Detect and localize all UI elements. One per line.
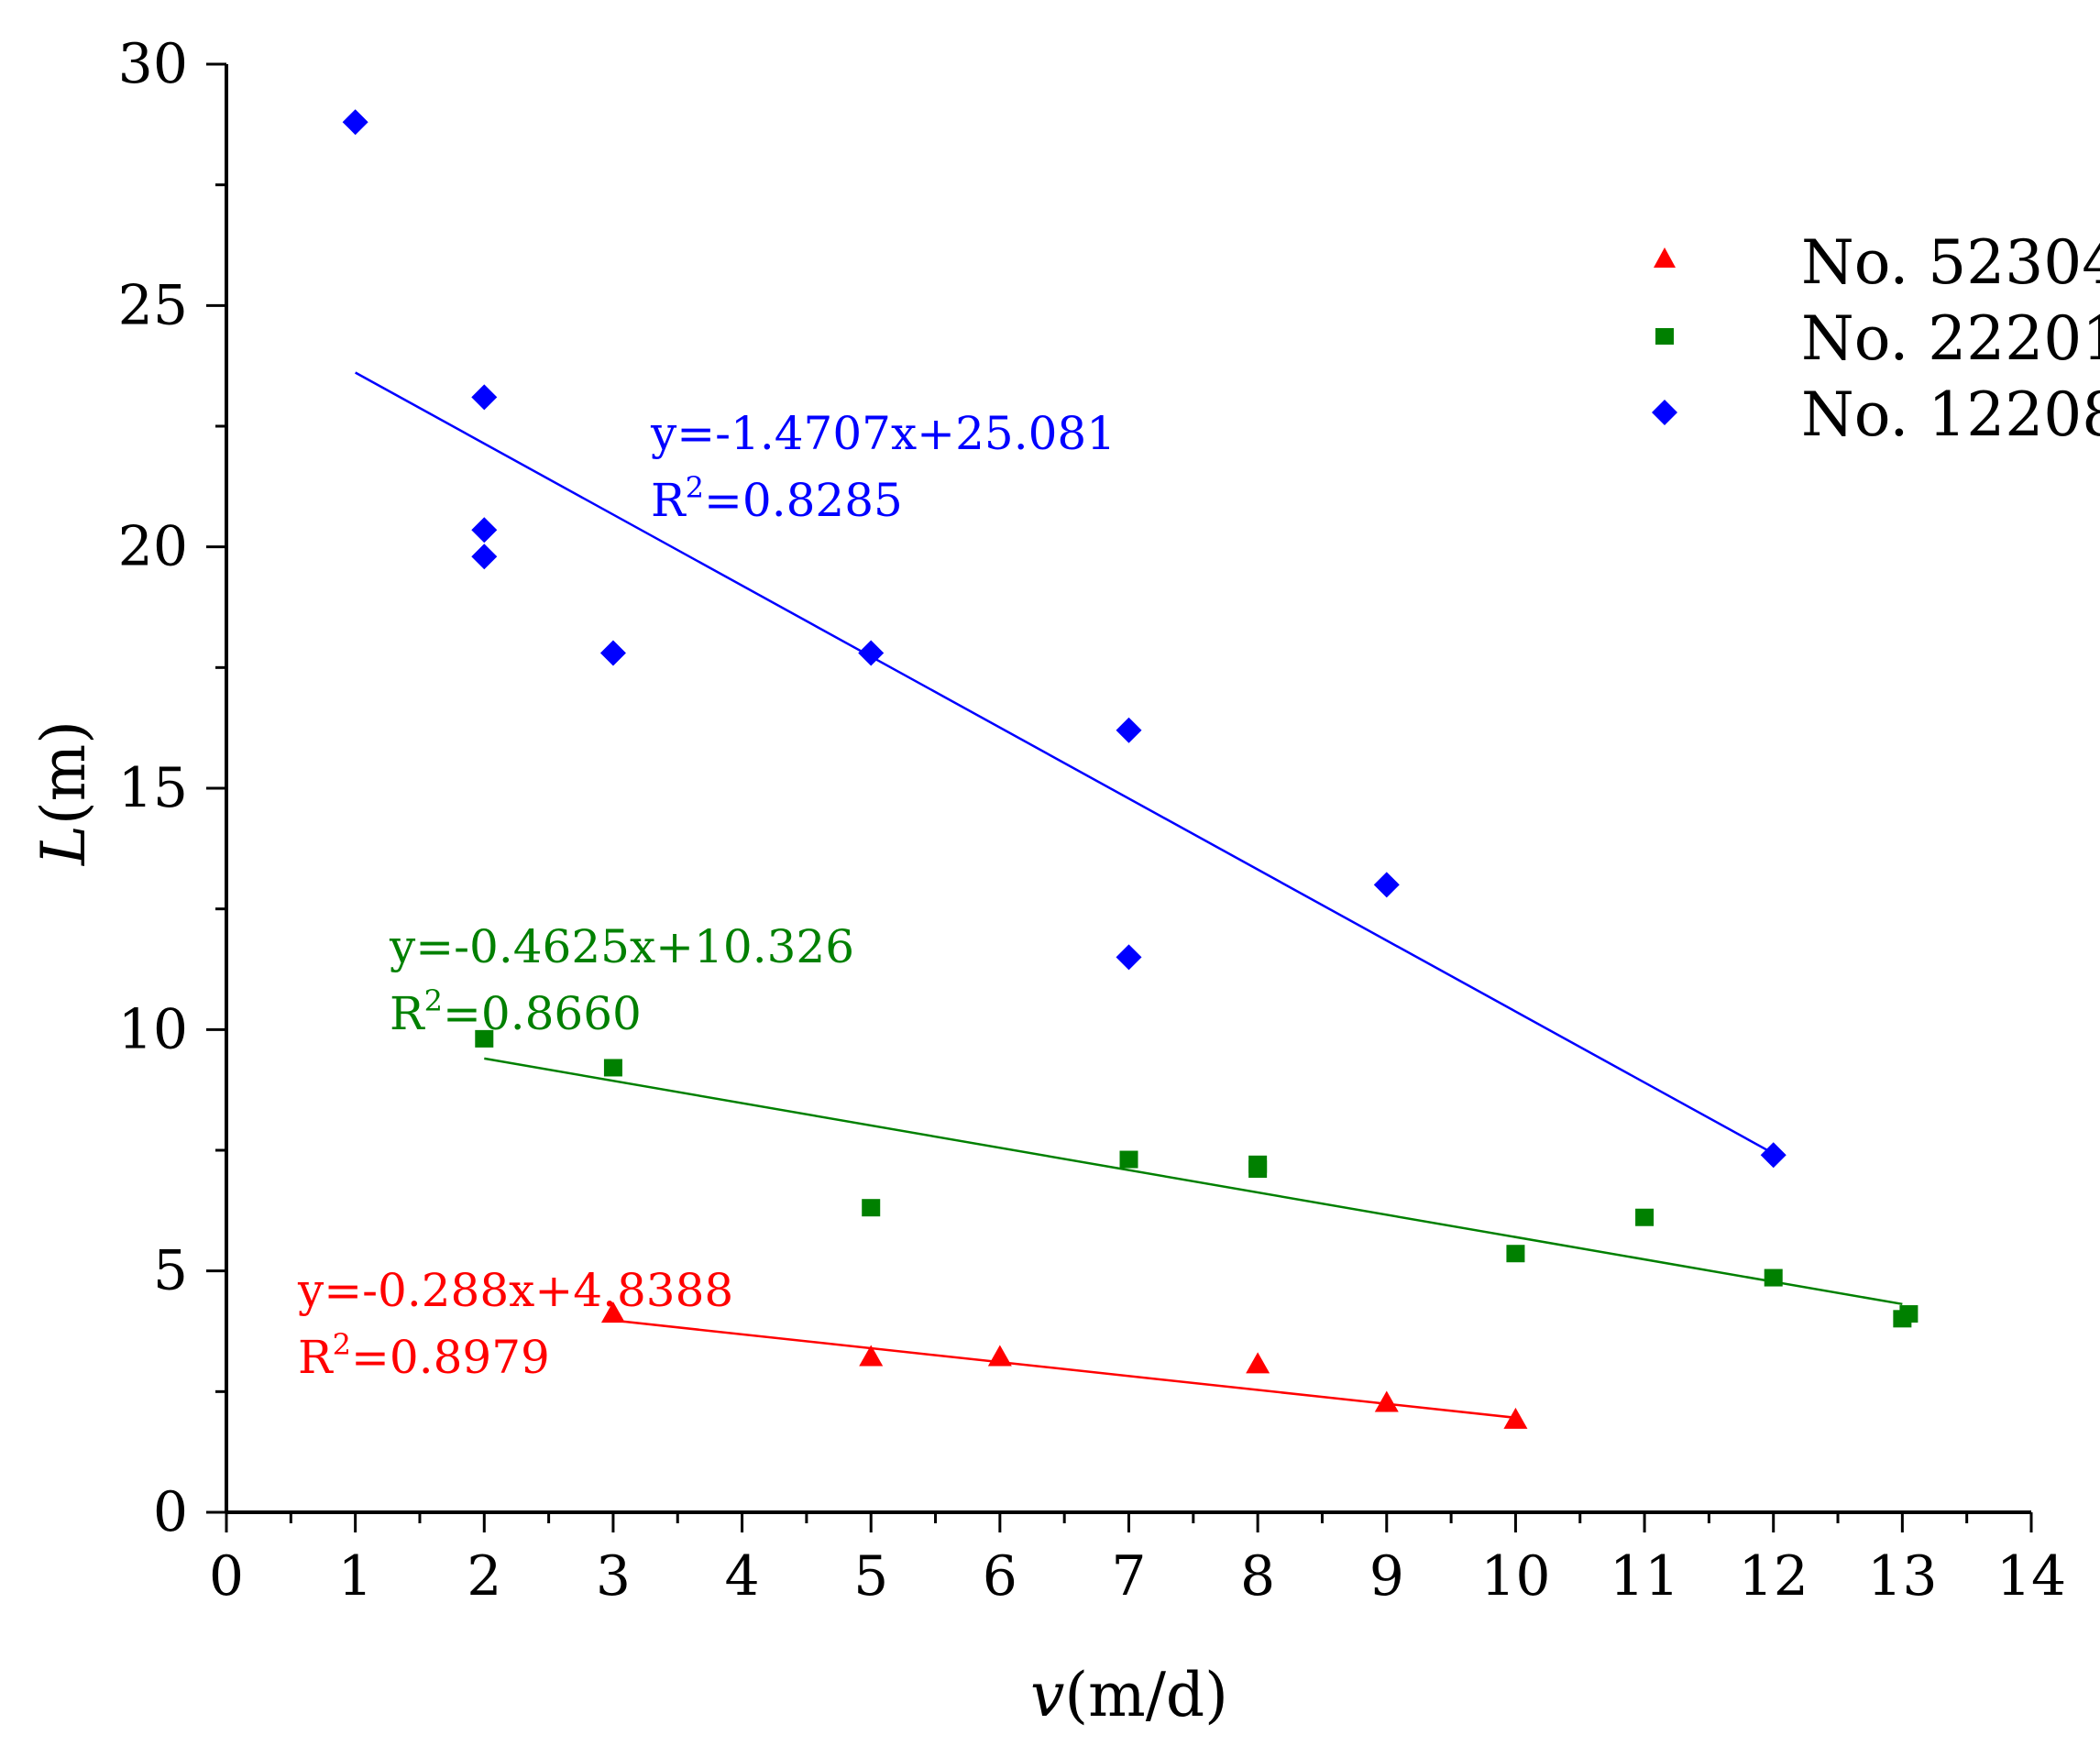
x-tick-label: 4 bbox=[724, 1544, 759, 1609]
fit-line bbox=[484, 1057, 1903, 1306]
x-tick-label: 12 bbox=[1739, 1544, 1809, 1609]
y-axis-var: L bbox=[28, 825, 99, 866]
data-point-triangle bbox=[1503, 1407, 1528, 1429]
data-point-diamond bbox=[1116, 944, 1142, 971]
equation-12208: y=-1.4707x+25.081 bbox=[650, 407, 1116, 460]
y-axis-title: L(m) bbox=[28, 720, 99, 866]
x-tick-label: 14 bbox=[1996, 1544, 2066, 1609]
equation-annotation-52304: y=-0.288x+4.8388 R2=0.8979 bbox=[297, 1264, 733, 1384]
data-point-triangle bbox=[1374, 1390, 1399, 1412]
x-tick-label: 5 bbox=[853, 1544, 888, 1609]
data-point-square bbox=[603, 1059, 622, 1077]
x-axis-title: v(m/d) bbox=[1030, 1660, 1228, 1730]
data-point-square bbox=[475, 1029, 494, 1048]
data-point-triangle bbox=[987, 1345, 1012, 1367]
x-tick-label: 7 bbox=[1111, 1544, 1146, 1609]
data-point-diamond bbox=[1116, 717, 1142, 743]
legend-marker-diamond bbox=[1652, 400, 1677, 425]
data-point-square bbox=[1635, 1208, 1655, 1226]
x-tick-label: 10 bbox=[1480, 1544, 1550, 1609]
legend-marker-square bbox=[1655, 328, 1674, 345]
x-tick-label: 13 bbox=[1867, 1544, 1937, 1609]
y-tick-label: 25 bbox=[118, 273, 188, 337]
data-point-square bbox=[1899, 1305, 1919, 1323]
data-point-diamond bbox=[1373, 872, 1400, 898]
data-point-square bbox=[1119, 1150, 1138, 1169]
r2-superscript: 2 bbox=[686, 470, 704, 505]
equation-52304: y=-0.288x+4.8388 bbox=[297, 1264, 733, 1317]
y-tick-label: 0 bbox=[153, 1480, 188, 1544]
r2-prefix: R bbox=[390, 987, 425, 1040]
data-point-diamond bbox=[1760, 1142, 1787, 1169]
data-point-diamond bbox=[471, 517, 498, 544]
legend-item-52304: No. 52304 bbox=[1654, 227, 2100, 298]
y-tick-label: 5 bbox=[153, 1239, 188, 1303]
x-tick-label: 1 bbox=[338, 1544, 373, 1609]
y-axis-unit: (m) bbox=[28, 720, 99, 825]
data-point-triangle bbox=[859, 1345, 884, 1367]
x-tick-label: 6 bbox=[983, 1544, 1017, 1609]
x-tick-label: 0 bbox=[209, 1544, 244, 1609]
r2-superscript: 2 bbox=[333, 1327, 351, 1362]
legend-label-22201: No. 22201 bbox=[1801, 303, 2100, 374]
equation-22201: y=-0.4625x+10.326 bbox=[389, 920, 854, 973]
data-point-diamond bbox=[471, 544, 498, 570]
equation-annotation-22201: y=-0.4625x+10.326 R2=0.8660 bbox=[389, 920, 854, 1040]
r2-value: =0.8285 bbox=[704, 474, 903, 527]
data-point-diamond bbox=[858, 640, 885, 666]
legend-label-12208: No. 12208 bbox=[1801, 379, 2100, 450]
r2-prefix: R bbox=[651, 474, 687, 527]
y-tick-label: 15 bbox=[118, 756, 188, 820]
r2-12208: R2=0.8285 bbox=[651, 470, 903, 527]
r2-value: =0.8660 bbox=[443, 987, 642, 1040]
x-tick-label: 8 bbox=[1240, 1544, 1275, 1609]
x-tick-label: 9 bbox=[1369, 1544, 1404, 1609]
data-point-diamond bbox=[599, 640, 626, 666]
r2-value: =0.8979 bbox=[351, 1331, 550, 1384]
x-axis-var: v bbox=[1030, 1660, 1064, 1730]
data-point-square bbox=[1248, 1155, 1268, 1173]
fit-line bbox=[355, 371, 1775, 1155]
r2-superscript: 2 bbox=[424, 983, 443, 1018]
data-point-triangle bbox=[600, 1301, 625, 1323]
legend-marker-triangle bbox=[1654, 247, 1676, 268]
data-point-square bbox=[1764, 1268, 1783, 1287]
legend-item-22201: No. 22201 bbox=[1655, 303, 2100, 374]
fit-line bbox=[612, 1319, 1516, 1420]
y-tick-label: 20 bbox=[118, 515, 188, 579]
y-tick-label: 10 bbox=[118, 997, 188, 1061]
y-tick-label: 30 bbox=[118, 32, 188, 96]
equation-annotation-12208: y=-1.4707x+25.081 R2=0.8285 bbox=[650, 407, 1116, 527]
legend-item-12208: No. 12208 bbox=[1652, 379, 2100, 450]
data-point-diamond bbox=[471, 384, 498, 411]
x-tick-label: 11 bbox=[1610, 1544, 1679, 1609]
legend: No. 52304 No. 22201 No. 12208 bbox=[1652, 227, 2100, 450]
data-point-diamond bbox=[342, 109, 368, 136]
legend-label-52304: No. 52304 bbox=[1801, 227, 2100, 298]
x-axis-unit: (m/d) bbox=[1064, 1660, 1228, 1730]
x-tick-label: 2 bbox=[467, 1544, 501, 1609]
data-point-square bbox=[862, 1199, 881, 1217]
r2-52304: R2=0.8979 bbox=[298, 1327, 550, 1384]
fit-lines bbox=[355, 371, 1903, 1420]
r2-22201: R2=0.8660 bbox=[390, 983, 642, 1040]
data-point-square bbox=[1506, 1245, 1525, 1263]
data-points bbox=[342, 109, 1919, 1429]
r2-prefix: R bbox=[298, 1331, 334, 1384]
x-tick-label: 3 bbox=[596, 1544, 631, 1609]
data-point-triangle bbox=[1246, 1352, 1270, 1374]
